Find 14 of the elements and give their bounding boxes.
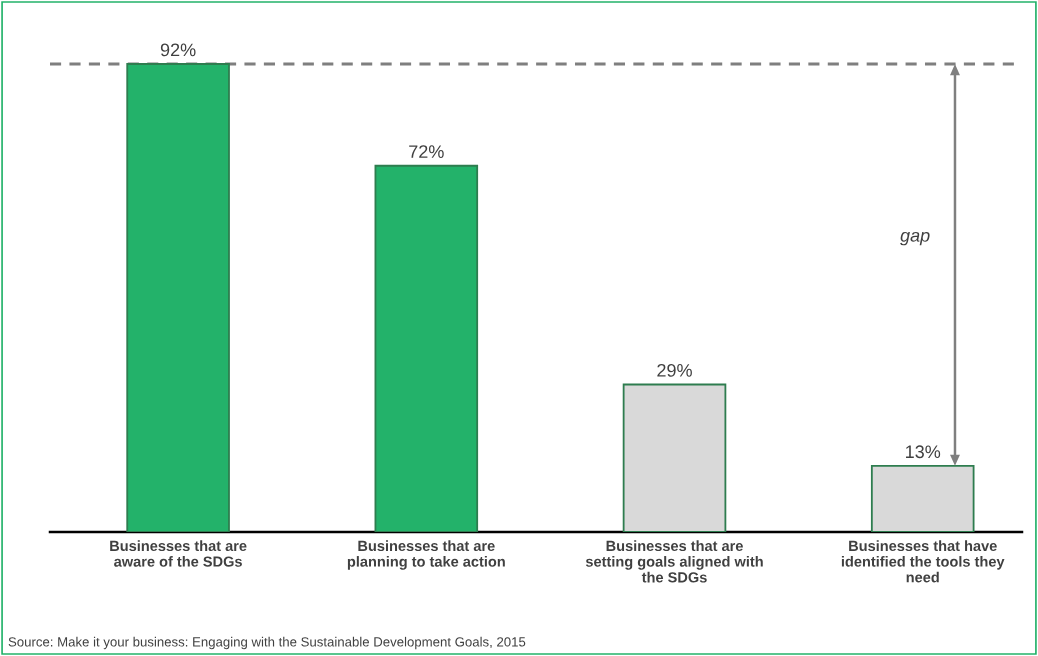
bar bbox=[622, 383, 727, 532]
data-label: 13% bbox=[906, 445, 941, 459]
bar bbox=[870, 464, 975, 532]
bar bbox=[374, 164, 479, 532]
x-tick-label: Businesses that are aware of the SDGs bbox=[110, 540, 247, 567]
annotation: gap bbox=[900, 231, 930, 246]
source-note: Source: Make it your business: Engaging with the Sustainable Development Goals, 2015 bbox=[8, 636, 526, 650]
x-tick-label: Businesses that have identified the tools they need bbox=[841, 540, 1005, 583]
data-label: 92% bbox=[160, 43, 196, 57]
x-tick-label: Businesses that are setting goals aligned with the SDGs bbox=[585, 540, 763, 583]
bar bbox=[126, 63, 230, 532]
data-label: 29% bbox=[657, 363, 692, 377]
x-tick-label: Businesses that are planning to take action bbox=[347, 540, 505, 570]
data-label: 72% bbox=[409, 145, 444, 158]
